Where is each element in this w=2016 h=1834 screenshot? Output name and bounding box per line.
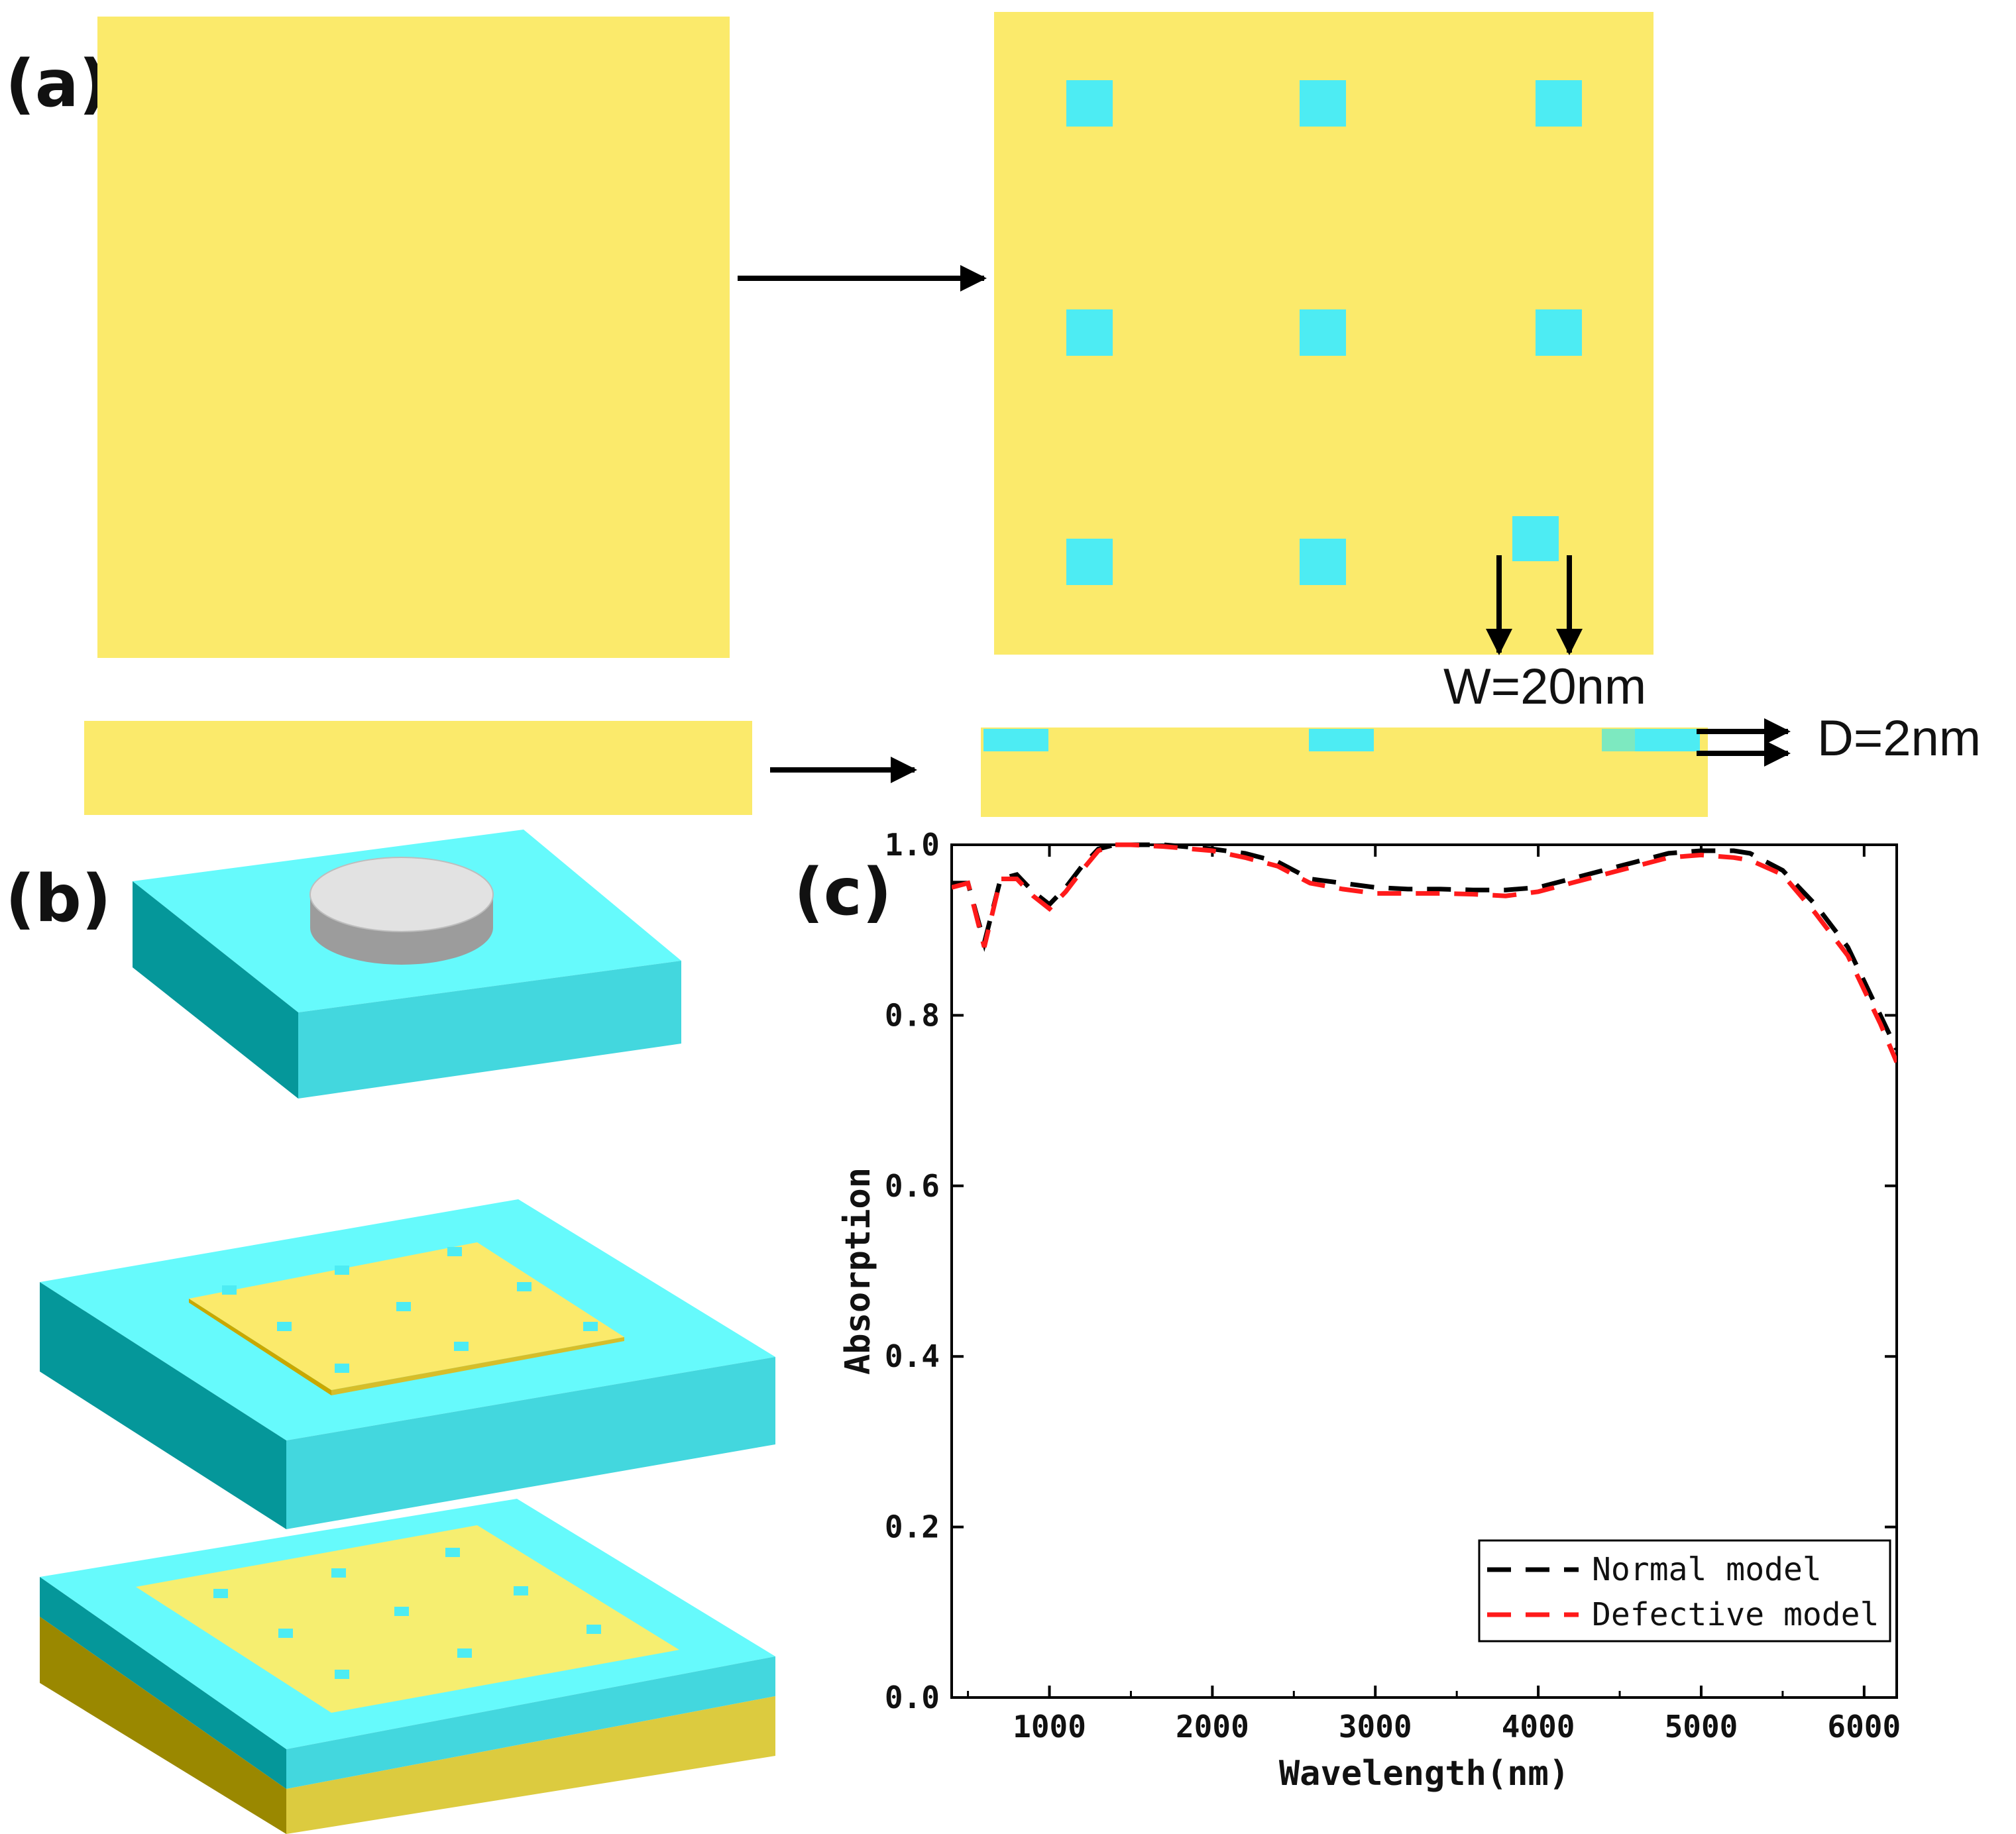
panel-a-label: (a) xyxy=(5,46,109,122)
y-tick-label: 0.4 xyxy=(885,1338,940,1374)
panel-a: (a) W=20nm D=2nm xyxy=(5,12,1981,817)
x-tick-label: 1000 xyxy=(1013,1709,1086,1745)
side-hole xyxy=(983,729,1048,751)
series-defective-model xyxy=(952,842,1897,1063)
panel-c: (c) 1000 2000 3000 4000 5000 6000 0.0 0.2 0.4 0.6… xyxy=(794,827,1901,1794)
cyan-hole-defect xyxy=(1512,516,1559,561)
cyan-hole xyxy=(1066,539,1113,585)
panel-b-label: (b) xyxy=(5,861,111,937)
film-holes-middle xyxy=(222,1247,598,1373)
plain-gold-film-side-view xyxy=(84,721,752,815)
y-tick-label: 0.0 xyxy=(885,1680,940,1715)
cyan-block-with-disk xyxy=(133,830,681,1099)
absorption-chart: 1000 2000 3000 4000 5000 6000 0.0 0.2 0.4 0.6 0.8 1… xyxy=(838,827,1901,1794)
x-tick-label: 3000 xyxy=(1339,1709,1412,1745)
x-axis-label: Wavelength(nm) xyxy=(1279,1754,1569,1794)
film-holes-bottom xyxy=(213,1548,601,1679)
plain-gold-film-top-view xyxy=(97,17,730,658)
cyan-hole-grid xyxy=(1066,80,1582,585)
legend: Normal model Defective model xyxy=(1478,1539,1891,1643)
legend-box xyxy=(1478,1539,1891,1643)
cyan-hole xyxy=(1536,80,1582,127)
x-tick-label: 4000 xyxy=(1502,1709,1575,1745)
side-hole xyxy=(1635,729,1700,751)
legend-label: Defective model xyxy=(1592,1596,1879,1633)
x-tick-label: 2000 xyxy=(1176,1709,1249,1745)
width-annotation: W=20nm xyxy=(1443,659,1646,715)
cyan-hole xyxy=(1300,80,1346,127)
legend-label: Normal model xyxy=(1592,1551,1822,1588)
y-tick-label: 0.8 xyxy=(885,997,940,1033)
plot-frame xyxy=(950,843,1898,1699)
y-tick-label: 0.2 xyxy=(885,1509,940,1545)
substrate-stack xyxy=(40,1499,775,1834)
panel-c-label: (c) xyxy=(794,855,892,930)
y-tick-label: 0.6 xyxy=(885,1168,940,1204)
y-axis-label: Absorption xyxy=(838,1167,878,1375)
cyan-hole xyxy=(1066,80,1113,127)
cyan-hole xyxy=(1066,309,1113,356)
depth-annotation: D=2nm xyxy=(1817,710,1981,767)
cyan-hole xyxy=(1300,309,1346,356)
cyan-hole xyxy=(1300,539,1346,585)
y-tick-label: 1.0 xyxy=(885,827,940,863)
side-hole xyxy=(1602,729,1635,751)
series-normal-model xyxy=(952,842,1897,1051)
side-hole xyxy=(1309,729,1374,751)
panel-b: (b) xyxy=(5,830,775,1834)
cyan-hole xyxy=(1536,309,1582,356)
metal-disk xyxy=(309,857,494,965)
cyan-block-with-patterned-film xyxy=(40,1199,775,1529)
x-tick-label: 6000 xyxy=(1827,1709,1901,1745)
x-tick-label: 5000 xyxy=(1665,1709,1738,1745)
